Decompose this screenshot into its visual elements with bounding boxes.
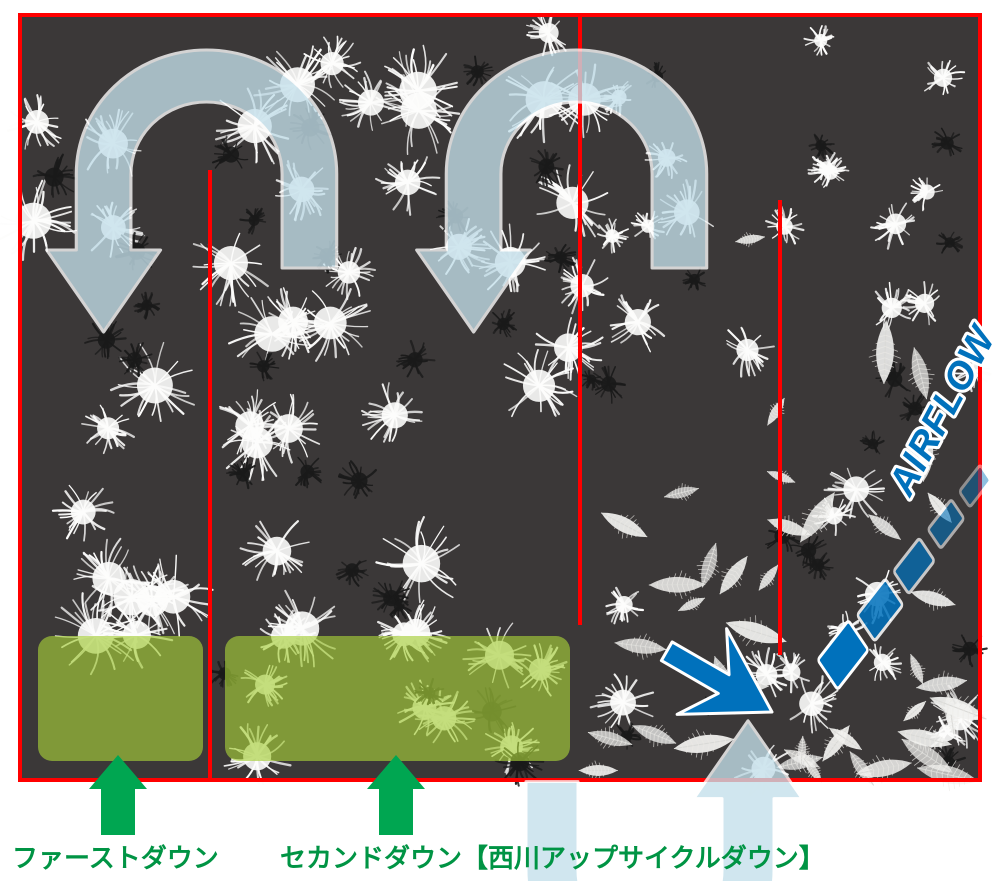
second-down-label: セカンドダウン【西川アップサイクルダウン】 <box>280 838 825 875</box>
highlight-box-0 <box>38 636 203 761</box>
highlight-box-1 <box>225 636 570 761</box>
first-down-label: ファーストダウン <box>12 838 219 875</box>
